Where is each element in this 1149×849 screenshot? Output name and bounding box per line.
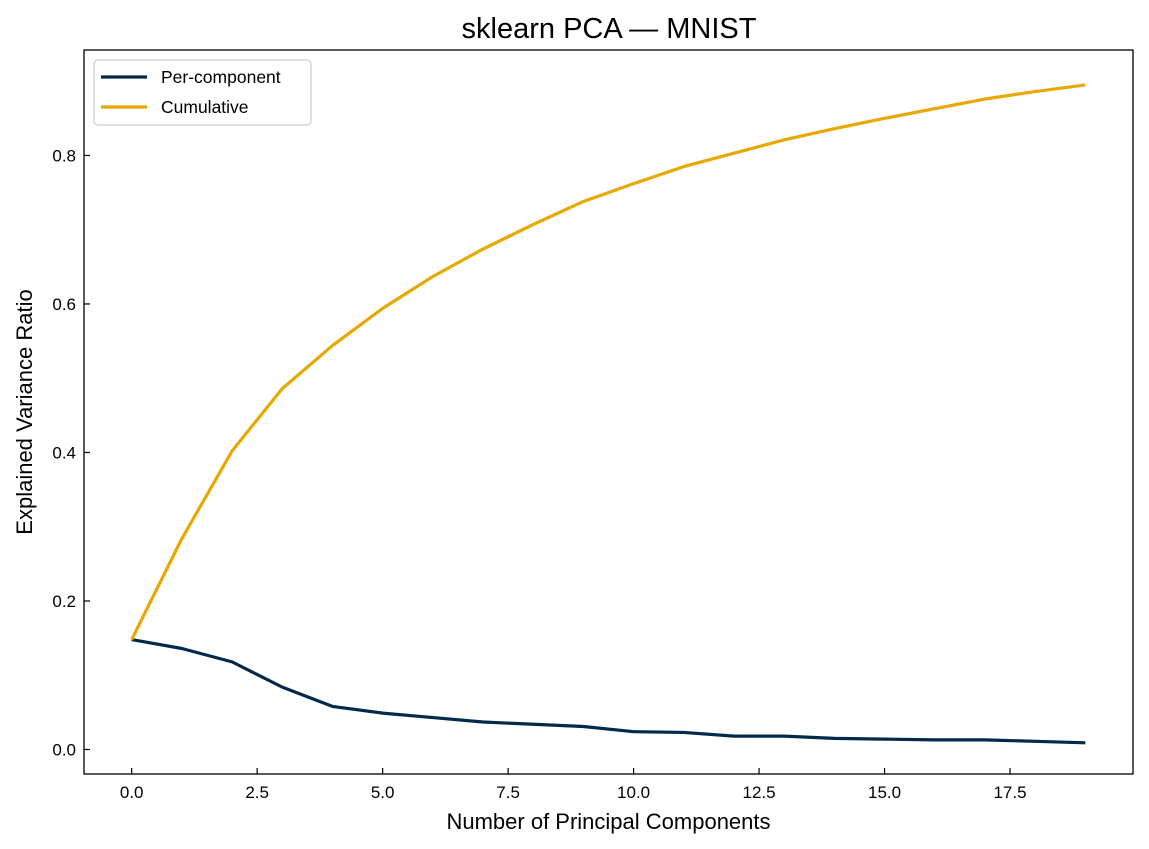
x-tick-label: 2.5: [245, 783, 269, 802]
x-axis: 0.0 2.5 5.0 7.5 10.0 12.5 15.0 17.5: [120, 768, 1027, 802]
x-tick-label: 12.5: [743, 783, 776, 802]
legend: Per-component Cumulative: [93, 59, 312, 126]
plot-frame: [83, 49, 1134, 775]
x-axis-label: Number of Principal Components: [446, 809, 770, 834]
x-tick-label: 10.0: [617, 783, 650, 802]
series-line-per-component: [131, 638, 1086, 745]
y-tick-label: 0.6: [52, 295, 76, 314]
x-tick-label: 5.0: [371, 783, 395, 802]
legend-label: Cumulative: [161, 97, 249, 117]
x-tick-label: 17.5: [993, 783, 1026, 802]
series-line-cumulative: [130, 83, 1086, 641]
y-axis: 0.0 0.2 0.4 0.6 0.8: [52, 146, 90, 759]
legend-label: Per-component: [161, 67, 281, 87]
y-tick-label: 0.8: [52, 146, 76, 165]
y-tick-label: 0.2: [52, 592, 76, 611]
x-tick-label: 15.0: [868, 783, 901, 802]
x-tick-label: 7.5: [496, 783, 520, 802]
plot-area: [130, 83, 1086, 745]
chart-title: sklearn PCA — MNIST: [462, 13, 757, 45]
y-axis-label: Explained Variance Ratio: [12, 289, 37, 534]
y-tick-label: 0.0: [52, 740, 76, 759]
legend-box: [93, 59, 312, 126]
x-tick-label: 0.0: [120, 783, 144, 802]
y-tick-label: 0.4: [52, 443, 76, 462]
